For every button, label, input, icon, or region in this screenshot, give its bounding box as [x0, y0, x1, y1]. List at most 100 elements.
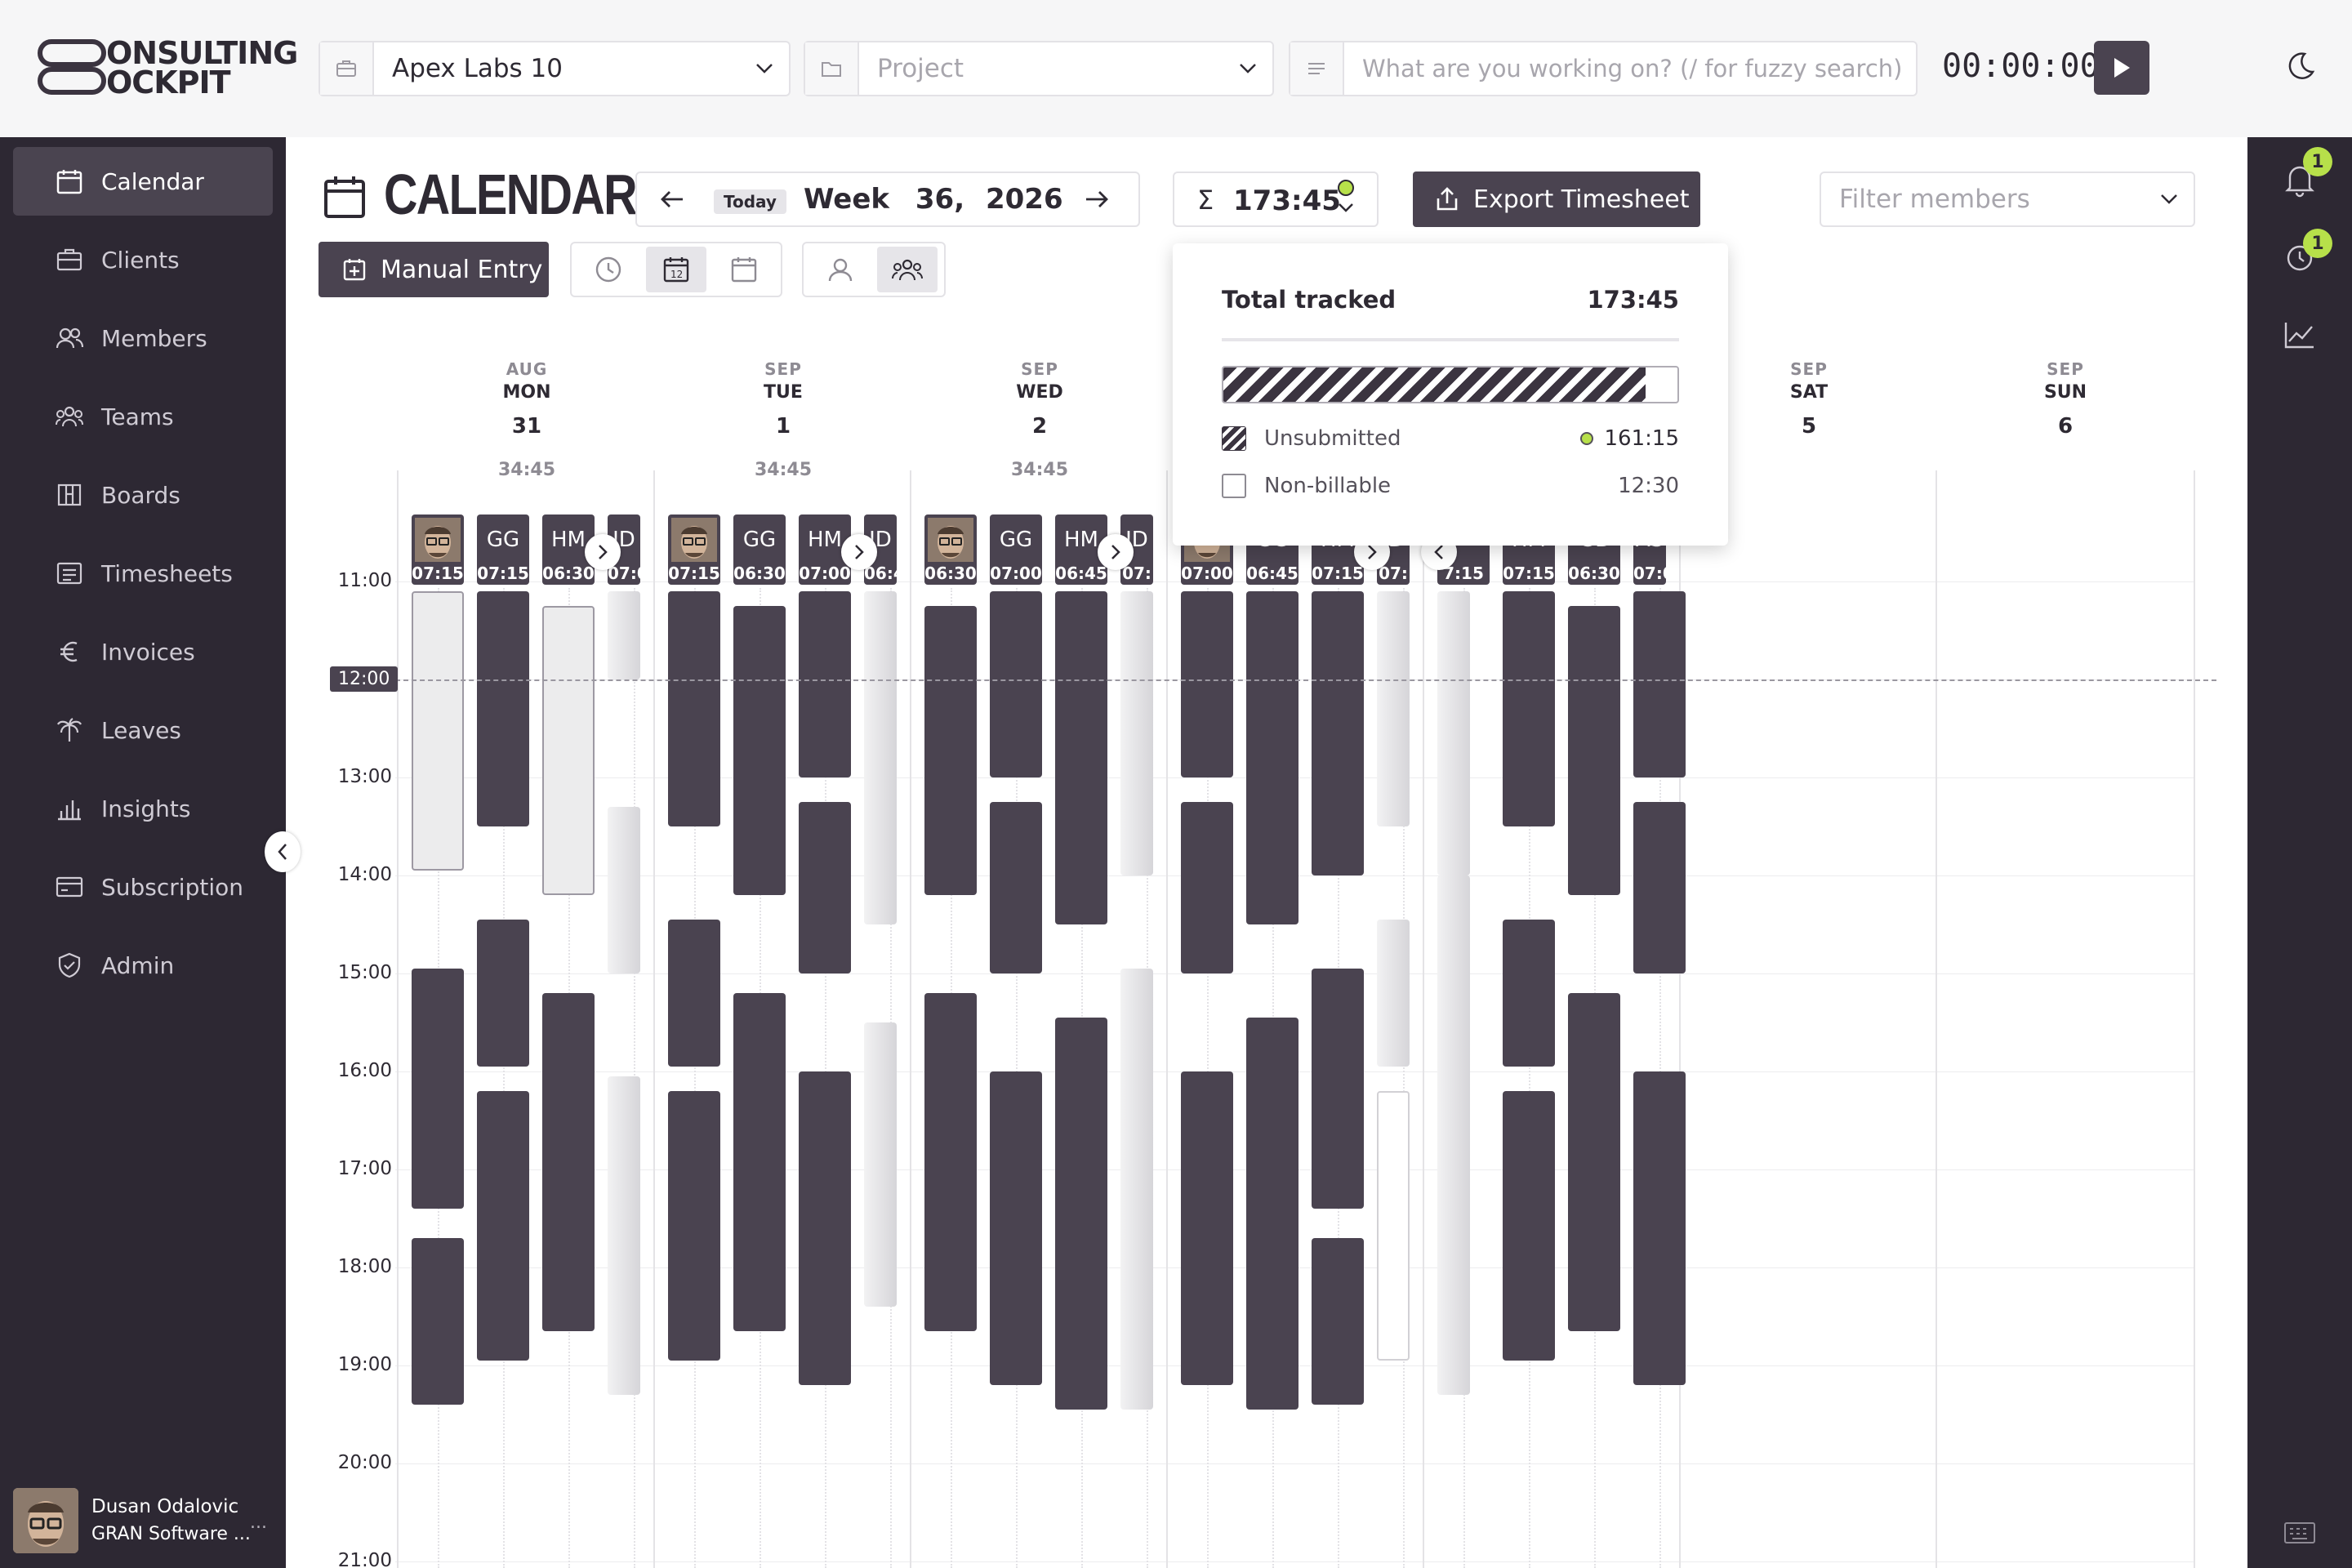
member-chip[interactable]: HM 06:45 — [1055, 514, 1107, 585]
team-members-button[interactable] — [877, 247, 938, 292]
time-entry-block[interactable] — [1633, 1071, 1686, 1385]
time-entry-block[interactable] — [733, 993, 786, 1331]
time-entry-block[interactable] — [864, 1022, 897, 1307]
time-entry-block[interactable] — [1377, 591, 1410, 826]
time-entry-block[interactable] — [412, 591, 464, 871]
month-view-button[interactable] — [713, 247, 774, 292]
time-entry-block[interactable] — [608, 591, 640, 679]
dark-mode-toggle[interactable] — [2283, 49, 2316, 85]
time-entry-block[interactable] — [1120, 591, 1153, 875]
more-icon[interactable]: ... — [250, 1512, 267, 1533]
time-entry-block[interactable] — [990, 591, 1042, 777]
time-entry-block[interactable] — [477, 1091, 529, 1361]
time-entry-block[interactable] — [1181, 591, 1233, 777]
time-entry-block[interactable] — [1055, 1018, 1107, 1410]
time-entry-block[interactable] — [412, 1238, 464, 1405]
member-chip[interactable]: GG 06:30 — [733, 514, 786, 585]
app-logo[interactable]: ONSULTING OCKPIT — [38, 36, 298, 101]
time-entry-block[interactable] — [608, 807, 640, 973]
time-entry-block[interactable] — [1055, 591, 1107, 924]
time-entry-block[interactable] — [608, 1076, 640, 1395]
sidebar-item-insights[interactable]: Insights — [13, 774, 273, 843]
time-entry-block[interactable] — [542, 993, 595, 1331]
member-chip[interactable]: 07:15 — [412, 514, 464, 585]
time-entry-block[interactable] — [412, 969, 464, 1209]
member-chip[interactable]: GG 07:15 — [477, 514, 529, 585]
day-header[interactable]: SEP WED 2 34:45 — [911, 359, 1168, 480]
time-entry-block[interactable] — [668, 920, 720, 1067]
time-entry-block[interactable] — [1312, 591, 1364, 875]
week-year[interactable]: 2026 — [985, 183, 1063, 216]
time-entry-block[interactable] — [1246, 591, 1298, 924]
keyboard-shortcuts-button[interactable] — [2283, 1521, 2316, 1548]
week-view-button[interactable]: 12 — [645, 247, 707, 292]
project-select[interactable]: Project — [804, 41, 1274, 96]
analytics-button[interactable] — [2283, 320, 2316, 353]
today-button[interactable]: Today — [714, 189, 786, 214]
next-members-button[interactable] — [1098, 534, 1134, 570]
time-entry-block[interactable] — [1503, 1091, 1555, 1361]
time-entry-block[interactable] — [1503, 920, 1555, 1067]
day-header[interactable]: SEP SAT 5 — [1681, 359, 1937, 460]
time-entry-block[interactable] — [1377, 920, 1410, 1067]
time-entry-block[interactable] — [990, 802, 1042, 973]
time-entry-block[interactable] — [1568, 606, 1620, 895]
time-entry-block[interactable] — [799, 802, 851, 973]
total-tracked-button[interactable]: Σ 173:45 — [1173, 172, 1379, 227]
time-entry-block[interactable] — [1120, 969, 1153, 1410]
next-members-button[interactable] — [841, 534, 877, 570]
sidebar-item-teams[interactable]: Teams — [13, 382, 273, 451]
sidebar-item-invoices[interactable]: Invoices — [13, 617, 273, 686]
member-chip[interactable]: HM 07:00 — [799, 514, 851, 585]
next-members-button[interactable] — [585, 534, 621, 570]
time-entry-block[interactable] — [864, 591, 897, 924]
time-entry-block[interactable] — [668, 1091, 720, 1361]
time-entry-block[interactable] — [1633, 802, 1686, 973]
export-timesheet-button[interactable]: Export Timesheet — [1413, 172, 1700, 227]
time-entry-block[interactable] — [799, 591, 851, 777]
sidebar-item-calendar[interactable]: Calendar — [13, 147, 273, 216]
time-entry-block[interactable] — [1503, 591, 1555, 826]
time-entry-block[interactable] — [1377, 1091, 1410, 1361]
sidebar-item-subscription[interactable]: Subscription — [13, 853, 273, 921]
timer-history-button[interactable]: 1 — [2283, 229, 2332, 276]
single-member-button[interactable] — [810, 247, 871, 292]
filter-members-select[interactable]: Filter members — [1820, 172, 2195, 227]
previous-week-button[interactable] — [660, 189, 684, 212]
time-entry-block[interactable] — [1181, 802, 1233, 973]
time-entry-block[interactable] — [1437, 875, 1470, 1395]
sidebar-collapse-button[interactable] — [265, 831, 301, 872]
day-header[interactable]: AUG MON 31 34:45 — [399, 359, 655, 480]
user-profile[interactable]: Dusan Odalovic GRAN Software ... ... — [13, 1488, 274, 1557]
time-entry-block[interactable] — [799, 1071, 851, 1385]
member-chip[interactable]: 07:15 — [668, 514, 720, 585]
time-entry-block[interactable] — [668, 591, 720, 826]
time-entry-block[interactable] — [1312, 969, 1364, 1209]
sidebar-item-boards[interactable]: Boards — [13, 461, 273, 529]
start-timer-button[interactable] — [2094, 41, 2149, 95]
member-chip[interactable]: 06:30 — [924, 514, 977, 585]
day-header[interactable]: SEP SUN 6 — [1937, 359, 2194, 460]
sidebar-item-leaves[interactable]: Leaves — [13, 696, 273, 764]
day-view-button[interactable] — [578, 247, 639, 292]
manual-entry-button[interactable]: Manual Entry — [318, 242, 549, 297]
time-entry-block[interactable] — [477, 591, 529, 826]
notifications-button[interactable]: 1 — [2283, 147, 2332, 201]
description-input[interactable]: What are you working on? (/ for fuzzy se… — [1289, 41, 1918, 96]
time-entry-block[interactable] — [1633, 591, 1686, 777]
sidebar-item-timesheets[interactable]: Timesheets — [13, 539, 273, 608]
time-entry-block[interactable] — [477, 920, 529, 1067]
client-select[interactable]: Apex Labs 10 — [318, 41, 791, 96]
member-chip[interactable]: GG 07:00 — [990, 514, 1042, 585]
time-entry-block[interactable] — [924, 993, 977, 1331]
time-entry-block[interactable] — [990, 1071, 1042, 1385]
sidebar-item-admin[interactable]: Admin — [13, 931, 273, 1000]
time-entry-block[interactable] — [1181, 1071, 1233, 1385]
next-week-button[interactable] — [1085, 189, 1109, 212]
time-entry-block[interactable] — [1246, 1018, 1298, 1410]
time-entry-block[interactable] — [733, 606, 786, 895]
time-entry-block[interactable] — [1568, 993, 1620, 1331]
time-entry-block[interactable] — [924, 606, 977, 895]
